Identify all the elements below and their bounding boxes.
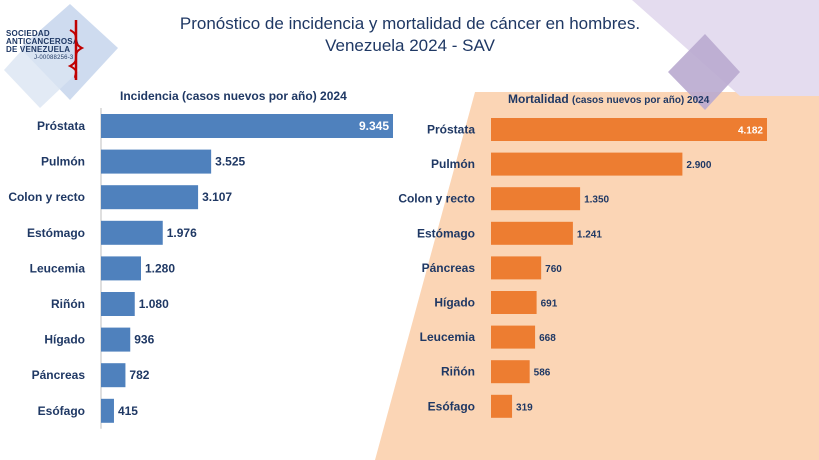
mortality-bar-higado <box>491 291 537 314</box>
incidence-category-label-prostata: Próstata <box>37 119 85 133</box>
incidence-category-label-pancreas: Páncreas <box>32 368 86 382</box>
mortality-value-label-leucemia: 668 <box>539 333 556 344</box>
mortality-bar-leucemia <box>491 325 536 349</box>
incidence-bar-estomago <box>101 220 163 245</box>
purple-diamond-decoration <box>668 34 740 110</box>
mortality-bar-esofago <box>491 394 513 418</box>
incidence-bar-pancreas <box>101 363 126 388</box>
mortality-chart-title-rest: (casos nuevos por año) 2024 <box>572 95 710 106</box>
incidence-category-label-estomago: Estómago <box>27 226 85 240</box>
mortality-bar-colon-y-recto <box>491 187 581 211</box>
mortality-bar-pulmon <box>491 152 683 176</box>
mortality-category-label-estomago: Estómago <box>417 226 475 240</box>
incidence-bar-rinon <box>101 292 135 316</box>
mortality-bar-estomago <box>491 221 573 245</box>
incidence-value-label-rinon: 1.080 <box>139 297 169 311</box>
incidence-category-label-higado: Hígado <box>44 333 85 347</box>
incidence-chart-title: Incidencia (casos nuevos por año) 2024 <box>120 89 347 103</box>
mortality-panel-background <box>375 92 819 460</box>
incidence-value-label-pancreas: 782 <box>129 368 149 382</box>
mortality-category-label-prostata: Próstata <box>427 123 475 137</box>
incidence-category-label-rinon: Riñón <box>51 297 85 311</box>
mortality-category-label-rinon: Riñón <box>441 365 475 379</box>
mortality-value-label-higado: 691 <box>541 299 558 310</box>
incidence-value-label-leucemia: 1.280 <box>145 261 175 275</box>
mortality-category-label-esofago: Esófago <box>428 399 475 413</box>
incidence-category-label-leucemia: Leucemia <box>30 261 86 275</box>
logo-line-3: DE VENEZUELA <box>6 45 71 54</box>
mortality-value-label-esofago: 319 <box>516 402 533 413</box>
logo-line-2: ANTICANCEROSA <box>6 37 79 46</box>
mortality-category-label-pulmon: Pulmón <box>431 157 475 171</box>
purple-corner-decoration <box>632 0 819 96</box>
mortality-chart-title: Mortalidad (casos nuevos por año) 2024 <box>508 92 709 106</box>
mortality-category-label-colon-y-recto: Colon y recto <box>398 192 475 206</box>
incidence-bar-higado <box>101 327 131 352</box>
mortality-category-label-pancreas: Páncreas <box>422 261 476 275</box>
logo-line-4: J-00088256-3 <box>34 55 74 61</box>
incidence-value-label-higado: 936 <box>134 333 154 347</box>
incidence-value-label-estomago: 1.976 <box>167 226 197 240</box>
sav-logo: SOCIEDAD ANTICANCEROSA DE VENEZUELA J-00… <box>4 4 94 80</box>
mortality-category-label-leucemia: Leucemia <box>420 330 476 344</box>
light-blue-diamond-decoration <box>4 30 80 108</box>
mortality-bar-prostata <box>491 118 767 141</box>
incidence-category-label-pulmon: Pulmón <box>41 155 85 169</box>
mortality-value-label-prostata: 4.182 <box>738 126 763 137</box>
incidence-bar-prostata <box>101 114 393 138</box>
incidence-bar-esofago <box>101 398 114 423</box>
mortality-bar-pancreas <box>491 256 542 280</box>
mortality-value-label-pulmon: 2.900 <box>686 160 711 171</box>
incidence-value-label-colon-y-recto: 3.107 <box>202 190 232 204</box>
incidence-bar-pulmon <box>101 149 212 174</box>
incidence-bar-colon-y-recto <box>101 185 199 210</box>
logo-line-1: SOCIEDAD <box>6 29 50 38</box>
slide-title-line-2: Venezuela 2024 - SAV <box>325 36 495 55</box>
mortality-bar-rinon <box>491 360 530 384</box>
mortality-value-label-colon-y-recto: 1.350 <box>584 195 609 206</box>
incidence-category-label-colon-y-recto: Colon y recto <box>8 190 85 204</box>
slide-title-line-1: Pronóstico de incidencia y mortalidad de… <box>179 14 641 33</box>
mortality-category-label-higado: Hígado <box>434 296 475 310</box>
logo-caduceus-icon <box>67 20 85 80</box>
incidence-value-label-pulmon: 3.525 <box>215 155 245 169</box>
incidence-category-label-esofago: Esófago <box>38 404 85 418</box>
incidence-bar-leucemia <box>101 256 141 281</box>
incidence-value-label-prostata: 9.345 <box>359 119 389 133</box>
blue-diamond-decoration <box>20 4 118 100</box>
mortality-value-label-pancreas: 760 <box>545 264 562 275</box>
mortality-chart-title-main: Mortalidad <box>508 92 569 106</box>
incidence-value-label-esofago: 415 <box>118 404 138 418</box>
mortality-value-label-estomago: 1.241 <box>577 229 602 240</box>
mortality-value-label-rinon: 586 <box>534 368 551 379</box>
